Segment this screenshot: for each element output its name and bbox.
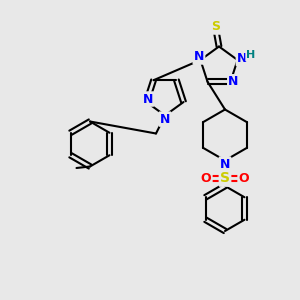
Text: N: N	[160, 112, 170, 126]
Text: N: N	[194, 50, 204, 64]
Text: O: O	[201, 172, 212, 185]
Text: S: S	[212, 20, 220, 34]
Text: N: N	[237, 52, 247, 65]
Text: S: S	[220, 172, 230, 185]
Text: N: N	[228, 75, 239, 88]
Text: N: N	[143, 92, 153, 106]
Text: N: N	[220, 158, 230, 171]
Text: H: H	[246, 50, 256, 61]
Text: O: O	[238, 172, 249, 185]
